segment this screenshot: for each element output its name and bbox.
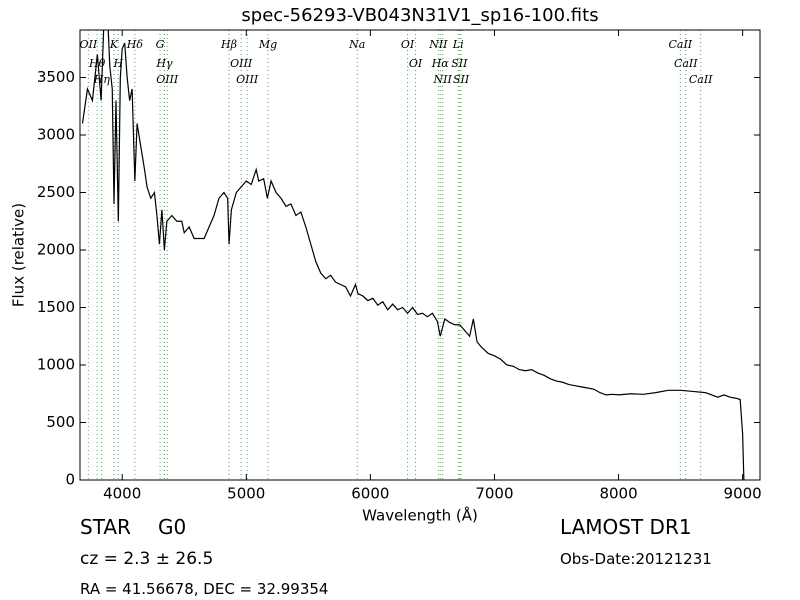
spectral-line-label: H	[113, 57, 124, 70]
obs-date: Obs-Date:20121231	[560, 550, 712, 568]
x-tick-label: 8000	[599, 485, 637, 503]
x-tick-label: 9000	[724, 485, 762, 503]
survey: LAMOST DR1	[560, 515, 692, 539]
spectral-line-label: Hθ	[88, 57, 106, 70]
y-tick-label: 2000	[37, 240, 75, 258]
spectral-line-label: CaII	[668, 38, 692, 51]
spectral-line-label: Hγ	[155, 57, 173, 70]
y-tick-label: 3500	[37, 68, 75, 86]
spectral-line-label: Hη	[93, 73, 111, 86]
spectral-line-label: SII	[451, 57, 468, 70]
y-tick-label: 1500	[37, 298, 75, 316]
x-tick-label: 4000	[103, 485, 141, 503]
chart-title: spec-56293-VB043N31V1_sp16-100.fits	[241, 5, 598, 26]
spectral-line-label: NII	[428, 38, 448, 51]
spectral-line-label: OI	[401, 38, 415, 51]
spectral-line-label: NII	[433, 73, 453, 86]
spectral-line-label: CaII	[689, 73, 713, 86]
spectral-line-label: Li	[452, 38, 464, 51]
spectrum-line	[81, 30, 745, 480]
object-class: STAR	[80, 515, 131, 539]
object-subclass: G0	[158, 515, 186, 539]
spectral-line-label: OIII	[156, 73, 179, 86]
y-tick-label: 1000	[37, 355, 75, 373]
y-tick-label: 0	[65, 471, 75, 489]
spectral-line-label: OIII	[236, 73, 259, 86]
spectral-line-label: G	[156, 38, 165, 51]
spectral-line-label: CaII	[674, 57, 698, 70]
redshift: cz = 2.3 ± 26.5	[80, 549, 213, 569]
spectral-line-label: SII	[453, 73, 470, 86]
spectral-line-label: Hα	[431, 57, 450, 70]
x-axis-label: Wavelength (Å)	[362, 506, 478, 525]
spectral-line-label: OIII	[230, 57, 253, 70]
y-tick-label: 3000	[37, 125, 75, 143]
y-axis-label: Flux (relative)	[10, 203, 28, 307]
plot-area	[81, 30, 745, 480]
spectral-line-label: Hδ	[126, 38, 144, 51]
x-tick-label: 7000	[475, 485, 513, 503]
spectral-line-label: Hβ	[220, 38, 237, 51]
spectral-line-label: K	[109, 38, 119, 51]
spectral-line-label: OII	[79, 38, 97, 51]
spectral-line-label: Na	[348, 38, 365, 51]
spectral-line-label: OI	[409, 57, 423, 70]
plot-frame	[79, 29, 761, 481]
x-tick-label: 6000	[351, 485, 389, 503]
coordinates: RA = 41.56678, DEC = 32.99354	[80, 580, 328, 598]
x-tick-label: 5000	[227, 485, 265, 503]
y-tick-label: 2500	[37, 183, 75, 201]
spectral-line-label: Mg	[258, 38, 277, 51]
y-tick-label: 500	[46, 413, 75, 431]
